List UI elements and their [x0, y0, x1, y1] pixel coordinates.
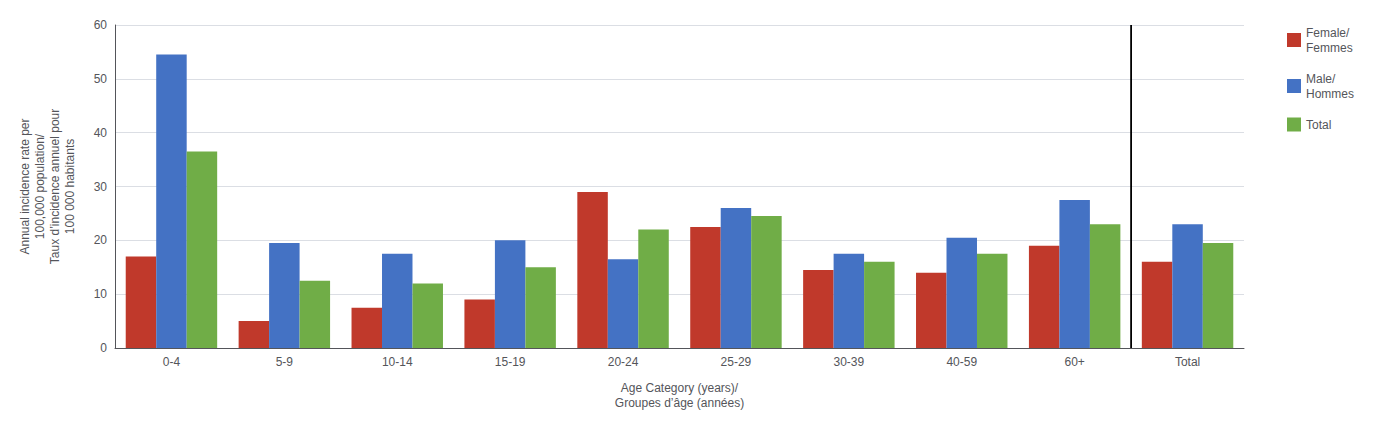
svg-text:60+: 60+ — [1064, 355, 1084, 369]
svg-text:40: 40 — [94, 126, 108, 140]
svg-text:30: 30 — [94, 180, 108, 194]
svg-text:60: 60 — [94, 18, 108, 32]
svg-text:Total: Total — [1175, 355, 1200, 369]
svg-text:100,000 population/: 100,000 population/ — [33, 133, 47, 239]
svg-text:20-24: 20-24 — [608, 355, 639, 369]
svg-text:Female/: Female/ — [1306, 26, 1350, 40]
svg-text:Groupes d’âge (années): Groupes d’âge (années) — [615, 396, 744, 410]
svg-text:25-29: 25-29 — [721, 355, 752, 369]
svg-text:10: 10 — [94, 287, 108, 301]
svg-text:Age Category (years)/: Age Category (years)/ — [621, 381, 739, 395]
svg-text:Annual incidence rate per: Annual incidence rate per — [18, 118, 32, 254]
svg-text:Taux d’incidence annuel pour: Taux d’incidence annuel pour — [48, 109, 62, 264]
svg-text:0-4: 0-4 — [163, 355, 181, 369]
svg-text:Hommes: Hommes — [1306, 87, 1354, 101]
svg-text:10-14: 10-14 — [382, 355, 413, 369]
svg-text:0: 0 — [100, 341, 107, 355]
svg-text:Femmes: Femmes — [1306, 41, 1353, 55]
svg-text:40-59: 40-59 — [946, 355, 977, 369]
svg-text:30-39: 30-39 — [833, 355, 864, 369]
svg-text:5-9: 5-9 — [276, 355, 294, 369]
svg-text:100 000 habitants: 100 000 habitants — [63, 139, 77, 234]
svg-text:50: 50 — [94, 72, 108, 86]
svg-text:Male/: Male/ — [1306, 72, 1336, 86]
svg-text:20: 20 — [94, 233, 108, 247]
svg-text:Total: Total — [1306, 118, 1331, 132]
svg-text:15-19: 15-19 — [495, 355, 526, 369]
